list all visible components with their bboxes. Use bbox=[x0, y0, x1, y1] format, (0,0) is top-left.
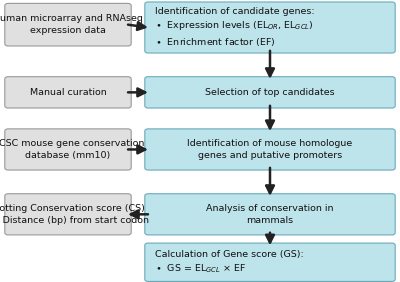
FancyBboxPatch shape bbox=[5, 77, 131, 108]
FancyBboxPatch shape bbox=[5, 3, 131, 46]
Text: Selection of top candidates: Selection of top candidates bbox=[205, 88, 335, 97]
Text: Identification of mouse homologue
genes and putative promoters: Identification of mouse homologue genes … bbox=[187, 139, 353, 160]
Text: Manual curation: Manual curation bbox=[30, 88, 106, 97]
Text: Calculation of Gene score (GS):
$\bullet$  GS = EL$_{GCL}$ × EF: Calculation of Gene score (GS): $\bullet… bbox=[155, 250, 304, 275]
FancyBboxPatch shape bbox=[145, 2, 395, 53]
FancyBboxPatch shape bbox=[5, 129, 131, 170]
Text: Plotting Conservation score (CS)
vs. Distance (bp) from start codon: Plotting Conservation score (CS) vs. Dis… bbox=[0, 204, 150, 224]
Text: Analysis of conservation in
mammals: Analysis of conservation in mammals bbox=[206, 204, 334, 224]
FancyBboxPatch shape bbox=[5, 194, 131, 235]
FancyBboxPatch shape bbox=[145, 129, 395, 170]
Text: Identification of candidate genes:
$\bullet$  Expression levels (EL$_{OR}$, EL$_: Identification of candidate genes: $\bul… bbox=[155, 7, 315, 48]
FancyBboxPatch shape bbox=[145, 194, 395, 235]
FancyBboxPatch shape bbox=[145, 243, 395, 281]
FancyBboxPatch shape bbox=[145, 77, 395, 108]
Text: Human microarray and RNAseq
expression data: Human microarray and RNAseq expression d… bbox=[0, 14, 143, 35]
Text: UCSC mouse gene conservation
database (mm10): UCSC mouse gene conservation database (m… bbox=[0, 139, 144, 160]
